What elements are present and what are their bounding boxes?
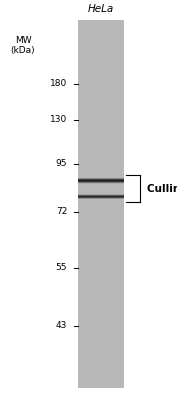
- Text: 95: 95: [56, 160, 67, 168]
- Text: Cullin 4a: Cullin 4a: [147, 184, 177, 194]
- Bar: [78, 20, 124, 388]
- Text: 130: 130: [50, 116, 67, 124]
- Text: HeLa: HeLa: [88, 4, 114, 14]
- Text: 180: 180: [50, 80, 67, 88]
- Text: 72: 72: [56, 208, 67, 216]
- Text: MW
(kDa): MW (kDa): [11, 36, 35, 55]
- Text: 43: 43: [56, 322, 67, 330]
- Text: 55: 55: [56, 264, 67, 272]
